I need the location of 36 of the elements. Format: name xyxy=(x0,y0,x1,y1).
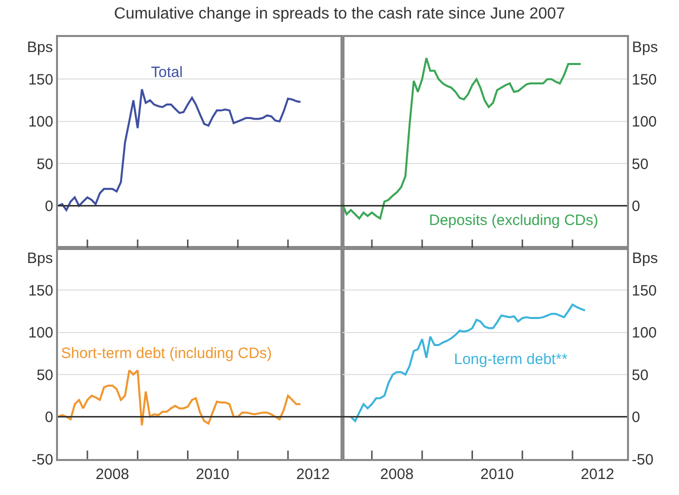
x-tick-label: 2012 xyxy=(580,466,614,483)
chart-title: Cumulative change in spreads to the cash rate since June 2007 xyxy=(114,6,566,23)
y-tick-label: 0 xyxy=(632,198,640,216)
text: Short-term debt (including CDs) xyxy=(61,345,272,362)
line-series xyxy=(350,304,586,422)
y-tick-label: 0 xyxy=(44,409,54,426)
y-tick-label: 50 xyxy=(36,156,54,173)
y-tick-label: 0 xyxy=(632,409,640,426)
y-tick-label: 150 xyxy=(28,282,54,300)
y-tick-label: 150 xyxy=(632,282,657,300)
line-series xyxy=(58,88,302,212)
y-tick-label: 150 xyxy=(28,71,54,88)
y-tick-label: 100 xyxy=(28,324,54,342)
series-label: Long-term debt** xyxy=(454,351,568,368)
x-tick-label: 2010 xyxy=(480,466,514,483)
text: Deposits (excluding CDs) xyxy=(429,212,598,229)
y-axis-title: Bps xyxy=(632,39,658,56)
x-tick-label: 2008 xyxy=(380,466,414,483)
line-series xyxy=(58,369,302,426)
y-tick-label: 100 xyxy=(28,114,54,131)
x-tick-label: 2012 xyxy=(296,466,330,483)
x-tick-label: 2008 xyxy=(96,466,130,483)
y-axis-title: Bps xyxy=(632,250,658,267)
y-axis-title: Bps xyxy=(27,250,53,267)
y-tick-label: 50 xyxy=(632,156,648,173)
y-tick-label: 100 xyxy=(632,114,657,131)
series-label: Total xyxy=(151,64,183,81)
y-tick-label: 100 xyxy=(632,324,657,342)
y-tick-label: 50 xyxy=(36,366,54,384)
y-axis-title: Bps xyxy=(27,39,53,56)
y-tick-label: 150 xyxy=(632,71,657,88)
x-tick-label: 2010 xyxy=(196,466,230,483)
y-tick-label: -50 xyxy=(32,451,54,468)
y-tick-label: -50 xyxy=(632,451,654,468)
y-tick-label: 50 xyxy=(632,366,648,384)
y-tick-label: 0 xyxy=(44,198,54,216)
